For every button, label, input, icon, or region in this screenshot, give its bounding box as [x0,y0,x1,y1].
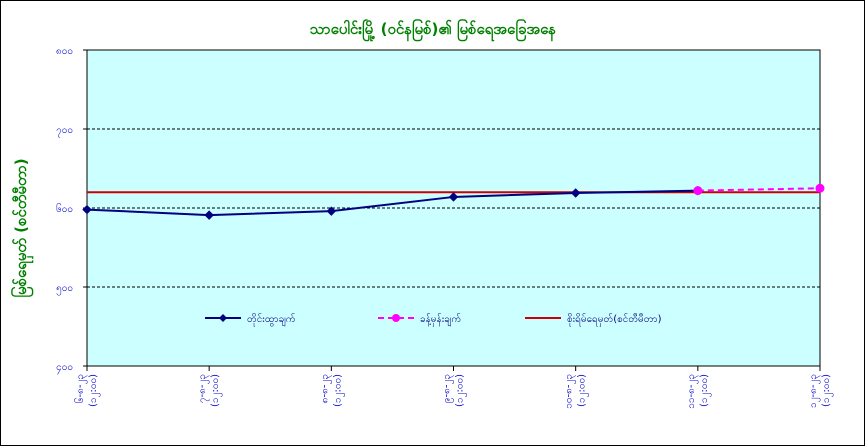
x-tick-label: ၆-၈-၂၃ (၁၂:၀၀) [73,374,101,407]
series-group [82,183,825,220]
x-tick-label-line: (၁၂:၀၀) [455,374,468,407]
gridlines [87,128,820,288]
x-tick-label-line: ၁၀-၈-၂၃ [564,374,577,409]
x-tick-label-line: ၉-၈-၂၃ [442,374,455,403]
x-tick-label-line: (၁၂:၀၀) [699,374,712,407]
legend-marker [219,314,227,322]
series-line [86,189,698,217]
y-tick-label: ၇၀၀ [56,125,73,138]
x-tick-label-line: ၆-၈-၂၃ [73,374,88,403]
data-point [204,210,214,220]
x-tick-label: ၁၁-၈-၂၃ (၁၂:၀၀) [686,374,712,409]
data-point [326,206,337,216]
legend: တိုင်းထွာချက် ခန့်မှန်းချက် စိုးရိမ်ရေမှတ်… [205,312,662,327]
x-tick-label: ၈-၈-၂၃ (၁၂:၀၀) [319,374,345,407]
legend-item: ခန့်မှန်းချက် [378,312,461,327]
x-tick-label-line: ၁၂-၈-၂၃ [808,374,821,408]
x-tick-label-line: (၁၂:၀၀) [88,374,101,407]
x-tick-label: ၉-၈-၂၃ (၁၂:၀၀) [442,374,468,407]
legend-label: တိုင်းထွာချက် [247,312,296,327]
data-point [570,188,581,198]
legend-marker [392,314,400,322]
legend-label: စိုးရိမ်ရေမှတ်(စင်တီမီတာ) [567,312,662,327]
x-tick-label-line: ၁၁-၈-၂၃ [686,374,699,409]
x-tick-label: ၇-၈-၂၃ (၁၂:၀၀) [197,374,223,407]
y-axis-ticks: ၄၀၀ ၅၀၀ ၆၀၀ ၇၀၀ ၈၀၀ [56,46,87,375]
y-tick-label: ၄၀၀ [56,362,73,375]
data-point [815,183,825,193]
y-tick-label: ၈၀၀ [56,46,73,57]
data-point [82,204,92,215]
x-tick-label-line: ၇-၈-၂၃ [197,374,210,403]
x-axis-ticks: ၆-၈-၂၃ (၁၂:၀၀) ၇-၈-၂၃ (၁၂:၀၀) ၈-၈-၂၃ (၁၂:၀၀) ၉… [73,366,834,409]
x-tick-label: ၁၂-၈-၂၃ (၁၂:၀၀) [808,374,834,408]
data-point [448,192,459,202]
x-tick-label: ၁၀-၈-၂၃ (၁၂:၀၀) [564,374,590,409]
y-tick-label: ၅၀၀ [56,283,73,296]
x-tick-label-line: (၁၂:၀၀) [210,374,223,407]
legend-label: ခန့်မှန်းချက် [420,312,461,327]
x-tick-label-line: (၁၂:၀၀) [577,374,590,407]
data-point [693,186,703,196]
x-tick-label-line: ၈-၈-၂၃ [319,374,332,403]
x-tick-label-line: (၁၂:၀၀) [821,374,834,407]
x-tick-label-line: (၁၂:၀၀) [332,374,345,407]
series-line [697,187,821,192]
legend-item: စိုးရိမ်ရေမှတ်(စင်တီမီတာ) [525,312,662,327]
legend-item: တိုင်းထွာချက် [205,312,296,327]
y-tick-label: ၆၀၀ [56,202,73,215]
